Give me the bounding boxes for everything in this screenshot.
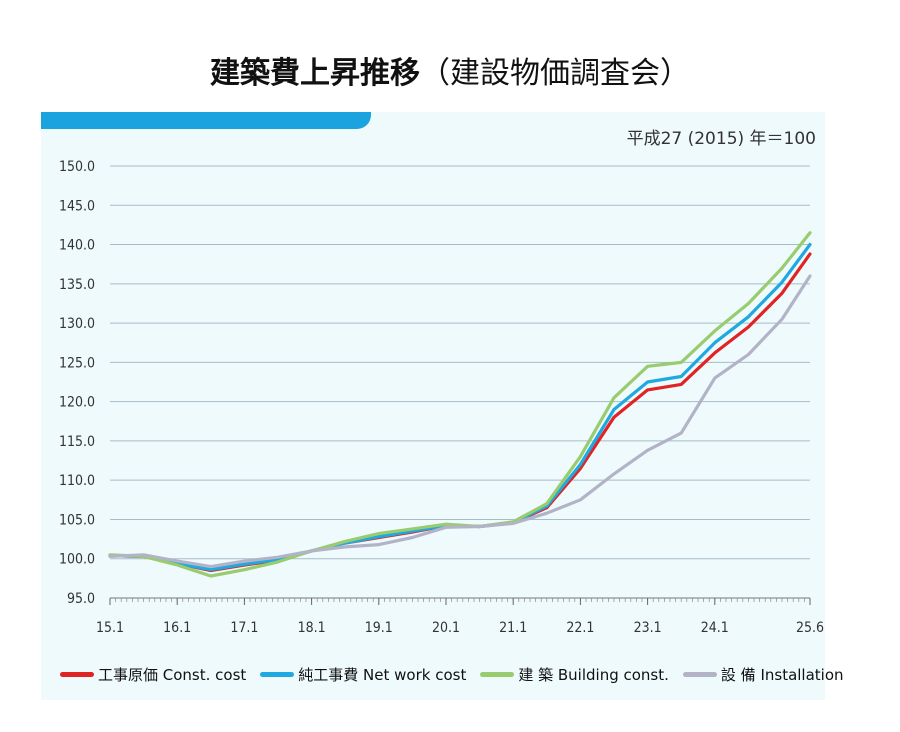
legend-item: 建 築 Building const. <box>480 664 669 685</box>
series-line-0 <box>108 252 812 573</box>
y-tick-label: 125.0 <box>59 355 95 371</box>
series-line-1 <box>108 242 812 572</box>
y-tick-label: 105.0 <box>59 512 95 528</box>
legend-label: 建 築 Building const. <box>518 665 669 684</box>
page-title: 建築費上昇推移（建設物価調査会） <box>0 48 900 92</box>
x-tick-label: 21.1 <box>499 620 527 636</box>
x-tick-label: 22.1 <box>566 620 594 636</box>
legend-label: 純工事費 Net work cost <box>298 665 467 684</box>
legend-item: 工事原価 Const. cost <box>60 664 246 685</box>
base-year-note: 平成27 (2015) 年＝100 <box>626 129 816 149</box>
y-tick-label: 110.0 <box>59 473 95 489</box>
series-line-3 <box>108 274 812 569</box>
y-tick-label: 150.0 <box>59 159 95 175</box>
chart-legend: 工事原価 Const. cost 純工事費 Net work cost 建 築 Bu… <box>60 662 844 686</box>
y-tick-label: 115.0 <box>59 434 95 450</box>
y-tick-label: 95.0 <box>67 591 95 607</box>
legend-swatch <box>260 671 295 677</box>
legend-item: 設 備 Installation <box>682 664 844 685</box>
legend-swatch <box>60 671 94 677</box>
legend-label: 工事原価 Const. cost <box>98 665 247 684</box>
x-tick-label: 24.1 <box>701 620 729 636</box>
legend-item: 純工事費 Net work cost <box>260 664 466 685</box>
y-tick-label: 100.0 <box>59 552 95 568</box>
legend-swatch <box>480 671 515 677</box>
x-tick-label: 17.1 <box>230 620 258 636</box>
x-tick-label: 15.1 <box>96 620 124 636</box>
y-tick-label: 130.0 <box>59 316 95 332</box>
x-tick-label: 16.1 <box>163 620 191 636</box>
y-tick-label: 140.0 <box>59 238 95 254</box>
x-tick-label: 23.1 <box>634 620 662 636</box>
y-tick-label: 145.0 <box>59 198 95 214</box>
header-tab-decoration <box>41 112 371 129</box>
x-tick-label: 18.1 <box>298 620 326 636</box>
title-sub: （建設物価調査会） <box>420 56 690 91</box>
y-tick-label: 135.0 <box>59 277 95 293</box>
x-tick-label: 20.1 <box>432 620 460 636</box>
x-tick-label: 19.1 <box>365 620 393 636</box>
y-tick-label: 120.0 <box>59 395 95 411</box>
title-main: 建築費上昇推移 <box>210 56 420 91</box>
legend-label: 設 備 Installation <box>720 665 844 684</box>
legend-swatch <box>682 671 717 677</box>
x-tick-label: 25.6 <box>796 620 824 636</box>
